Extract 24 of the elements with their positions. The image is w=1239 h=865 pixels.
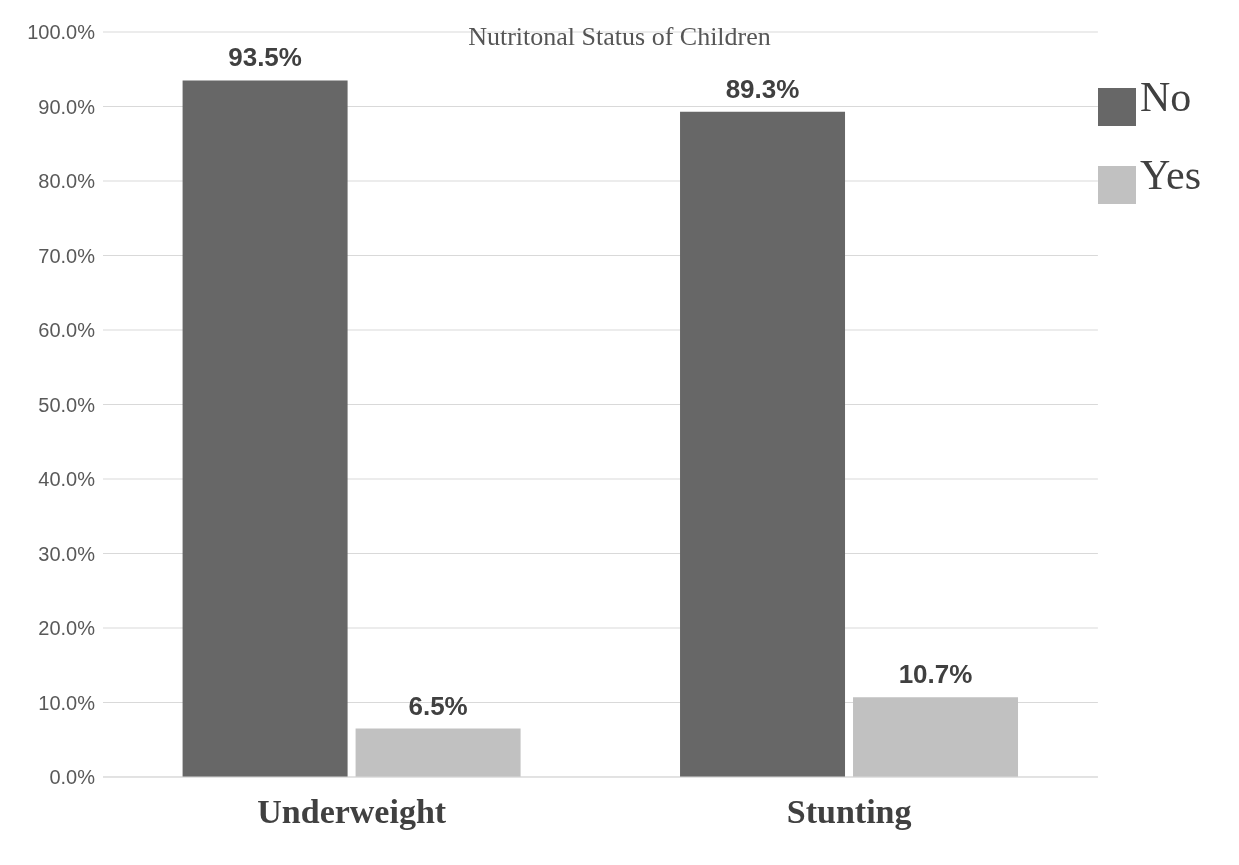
legend-label: No: [1139, 74, 1192, 120]
chart-title: Nutritonal Status of Children: [468, 22, 771, 51]
data-label: 89.3%: [725, 73, 800, 104]
y-tick-label: 20.0%: [38, 617, 96, 640]
y-tick-label: 50.0%: [38, 393, 96, 416]
data-label: 93.5%: [228, 42, 302, 73]
y-tick-label: 90.0%: [38, 95, 96, 118]
y-tick-label: 70.0%: [38, 244, 96, 267]
data-label: 6.5%: [408, 690, 468, 721]
y-tick-label: 100.0%: [27, 21, 96, 44]
y-tick-label: 0.0%: [49, 766, 96, 789]
bar: [853, 697, 1019, 777]
data-label: 10.7%: [898, 659, 973, 690]
legend-label: Yes: [1139, 152, 1201, 198]
y-tick-label: 80.0%: [38, 170, 96, 193]
y-tick-label: 10.0%: [38, 691, 96, 714]
y-tick-label: 40.0%: [38, 468, 96, 491]
bar: [680, 111, 846, 777]
y-tick-label: 60.0%: [38, 319, 96, 342]
bar: [355, 728, 521, 777]
y-tick-label: 30.0%: [38, 542, 96, 565]
x-tick-label: Underweight: [257, 793, 447, 831]
x-tick-label: Stunting: [786, 793, 912, 831]
bar: [182, 80, 348, 777]
